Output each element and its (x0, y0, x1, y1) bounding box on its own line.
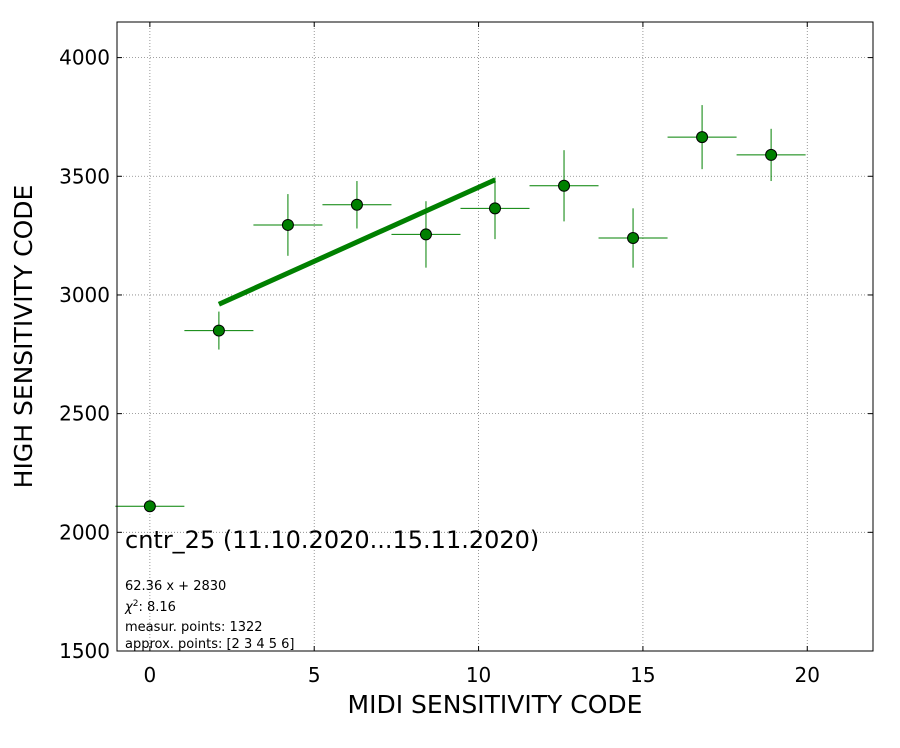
x-tick-label: 20 (795, 663, 820, 687)
x-tick-label: 5 (308, 663, 321, 687)
data-point (558, 179, 571, 192)
x-tick-label: 10 (466, 663, 491, 687)
y-tick-label: 2500 (59, 402, 110, 426)
y-tick-label: 3000 (59, 283, 110, 307)
data-point (281, 218, 294, 231)
axis-ticks: 0 5 10 15 20 1500 2000 2500 3000 3500 4000 (59, 22, 873, 687)
data-point (143, 500, 156, 513)
chi-squared-label: χ2: 8.16 (124, 599, 176, 615)
y-tick-label: 4000 (59, 46, 110, 70)
x-tick-label: 15 (630, 663, 655, 687)
data-point (696, 131, 709, 144)
y-tick-label: 3500 (59, 164, 110, 188)
chi-superscript: 2 (133, 599, 139, 609)
chi-symbol: χ (124, 600, 134, 615)
y-tick-label: 2000 (59, 520, 110, 544)
y-axis-label: HIGH SENSITIVITY CODE (9, 185, 38, 489)
data-point (212, 324, 225, 337)
data-point (350, 198, 363, 211)
fit-equation: 62.36 x + 2830 (125, 579, 226, 594)
fit-line-group (217, 177, 497, 307)
data-points (115, 105, 806, 513)
x-tick-label: 0 (144, 663, 157, 687)
approximated-points-list: approx. points: [2 3 4 5 6] (125, 637, 295, 652)
data-point (765, 148, 778, 161)
data-point (419, 228, 432, 241)
measured-points-count: measur. points: 1322 (125, 620, 263, 635)
data-point (627, 231, 640, 244)
chi-squared-value: : 8.16 (138, 600, 175, 615)
data-point (489, 202, 501, 215)
fit-line (217, 177, 497, 307)
chart-title: cntr_25 (11.10.2020...15.11.2020) (125, 526, 539, 554)
plot-frame (116, 21, 874, 652)
y-tick-label: 1500 (59, 639, 110, 663)
x-axis-label: MIDI SENSITIVITY CODE (348, 690, 643, 719)
